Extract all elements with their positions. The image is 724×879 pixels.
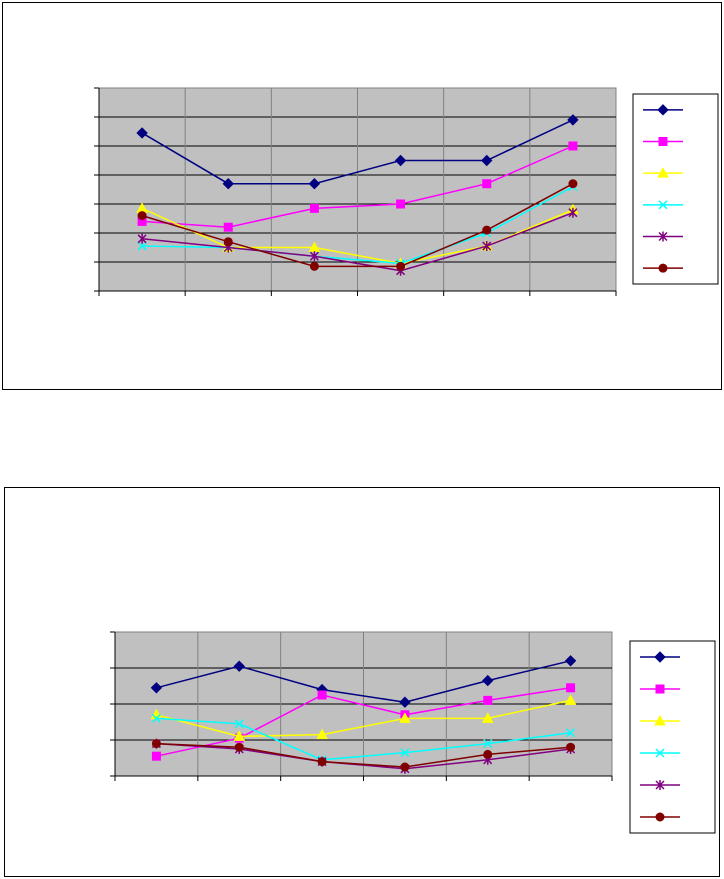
chart-2-legend-marker-4 <box>655 748 665 758</box>
chart-2-series-4-point <box>483 739 493 749</box>
chart-2-legend-marker-1 <box>654 651 666 663</box>
chart-2-series-3-point <box>233 730 246 741</box>
chart-2-series-6-point <box>234 742 244 752</box>
chart-1-legend-marker-2 <box>658 137 668 146</box>
chart-2-series-2-line <box>156 687 571 757</box>
chart-1-series-2-line <box>142 145 574 228</box>
chart-2-series-3-point <box>399 712 411 723</box>
chart-2-series-3-point <box>316 728 328 740</box>
chart-1-legend-marker-3 <box>657 167 669 178</box>
chart-1-series-6-point <box>137 211 147 221</box>
chart-1-series-2-point <box>309 203 319 213</box>
chart-2-series-2-point <box>483 695 493 705</box>
chart-2-series-4-point <box>566 728 576 738</box>
chart-1-legend-marker-5 <box>658 231 668 242</box>
chart-1-legend <box>632 93 719 285</box>
chart-2-series-4-line <box>156 717 571 761</box>
chart-2-series-1-line <box>156 660 571 703</box>
chart-1-series-2-point <box>396 199 406 209</box>
chart-1-series-5-point <box>309 251 319 262</box>
chart-1-series-6-point <box>223 237 233 247</box>
chart-2-series-3-line <box>156 699 571 738</box>
chart-1-series-2-point <box>568 141 578 151</box>
chart-2-series-3-point <box>481 712 494 723</box>
chart-1-series-2-point <box>482 179 492 189</box>
chart-2-series-6-point <box>151 739 161 749</box>
chart-2-series-1-point <box>564 655 577 667</box>
chart-1-series-6-point <box>396 261 406 271</box>
chart-1-series-5-point <box>568 207 578 218</box>
chart-2-series-4-point <box>234 719 244 729</box>
chart-1-legend-marker-4 <box>658 200 668 210</box>
chart-2-series-3-point <box>564 694 577 705</box>
chart-1-series-1-point <box>136 127 148 139</box>
chart-1-series-1-point <box>222 177 234 190</box>
chart-2-series-2-point <box>317 690 327 700</box>
chart-1-series-6-line <box>141 183 574 268</box>
chart-1-series-5-point <box>137 233 147 244</box>
chart-2-legend-marker-3 <box>654 714 666 726</box>
chart-2-series-1-point <box>399 696 411 708</box>
chart-1-series-5-point <box>482 241 492 252</box>
chart-2-series-6-point <box>400 762 410 772</box>
chart-2-series-5-line <box>156 742 571 770</box>
chart-1-series-4-line <box>142 185 574 265</box>
chart-1-legend-marker-1 <box>657 104 669 116</box>
chart-1-series-1-point <box>308 177 321 190</box>
chart-2-series-6-point <box>317 757 327 767</box>
chart-1-series-2-point <box>223 222 233 232</box>
chart-2-legend-marker-6 <box>655 812 665 822</box>
chart-1-series-1-point <box>394 154 407 167</box>
chart-1-series-6-point <box>482 225 492 235</box>
chart-1-series-6-point <box>309 261 319 271</box>
chart-2-legend-marker-5 <box>655 780 665 790</box>
chart-2-series-4-point <box>151 713 161 723</box>
chart-1-series-1-line <box>141 119 574 185</box>
chart-2-series-6-line <box>156 742 571 768</box>
chart-2-series-1-point <box>233 660 245 672</box>
chart-1-series-4-point <box>137 241 147 251</box>
chart-2-series-1-point <box>150 682 163 694</box>
chart-2-series-6-point <box>483 749 493 759</box>
chart-1-series-5-line <box>142 212 574 272</box>
chart-1-series-1-point <box>481 154 493 167</box>
chart-1-legend-marker-6 <box>658 263 668 273</box>
chart-2-series-2-point <box>151 751 161 761</box>
chart-2-series-2-point <box>566 683 576 693</box>
chart-1-series-1-point <box>567 114 579 126</box>
chart-2-legend-marker-2 <box>655 684 665 694</box>
chart-2-series-1-point <box>482 674 494 687</box>
chart-2-series-6-point <box>566 742 576 752</box>
chart-1-series-6-point <box>568 179 578 189</box>
chart-2-series-4-point <box>400 748 410 758</box>
chart-2-legend <box>629 640 716 834</box>
